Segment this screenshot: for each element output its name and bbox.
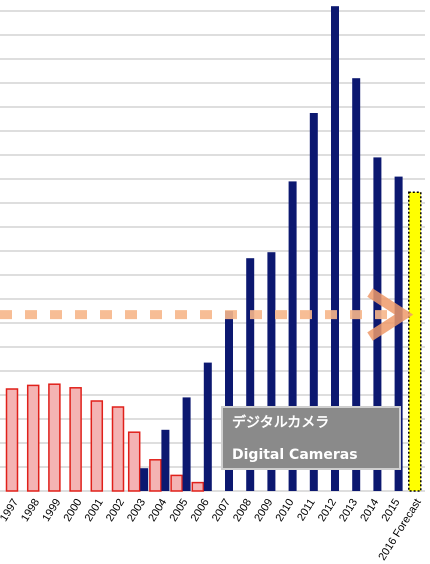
x-tick-label: 2009 (252, 497, 275, 524)
bar (48, 383, 61, 492)
bar (170, 474, 183, 492)
x-tick-label: 2004 (146, 497, 169, 524)
x-tick-label: 2003 (125, 497, 148, 524)
bar (111, 406, 125, 492)
bar (288, 181, 297, 491)
bar (309, 113, 318, 491)
bar (5, 388, 19, 492)
bar (352, 78, 361, 491)
x-tick-label: 2006 (189, 497, 212, 524)
bar (182, 397, 191, 491)
x-tick-label: 2012 (316, 497, 339, 524)
x-tick-label: 2000 (61, 497, 84, 524)
bar (331, 6, 339, 491)
x-labels: 1997199819992000200120022003200420052006… (0, 497, 424, 563)
x-tick-label: 2008 (231, 497, 254, 524)
bars (5, 6, 422, 492)
bar (267, 252, 276, 491)
bar (161, 429, 170, 491)
annotation-box (221, 406, 401, 470)
bar (225, 311, 233, 491)
bar (69, 387, 82, 492)
annotation-jp: デジタルカメラ (232, 414, 329, 431)
bar (127, 431, 141, 492)
x-tick-label: 2010 (273, 497, 296, 524)
bar (191, 481, 205, 492)
x-tick-label: 2005 (167, 497, 190, 524)
x-tick-label: 2013 (337, 497, 360, 524)
x-tick-label: 2014 (358, 497, 381, 524)
arrow-head (367, 288, 414, 341)
x-tick-label: 2001 (83, 497, 106, 524)
bar (140, 468, 149, 491)
annotation-en: Digital Cameras (232, 447, 358, 463)
bar (394, 176, 403, 491)
x-tick-label: 2011 (295, 497, 318, 523)
bar (90, 400, 104, 492)
bar (203, 362, 212, 491)
x-tick-label: 1999 (40, 497, 63, 524)
x-tick-label: 1998 (19, 497, 42, 524)
bar (26, 384, 40, 492)
x-tick-label: 2002 (104, 497, 127, 524)
bar (246, 258, 255, 491)
x-tick-label: 2007 (210, 497, 233, 524)
bar (149, 459, 162, 492)
x-tick-label: 1997 (0, 497, 21, 524)
bar (373, 157, 382, 491)
bar (408, 191, 422, 492)
